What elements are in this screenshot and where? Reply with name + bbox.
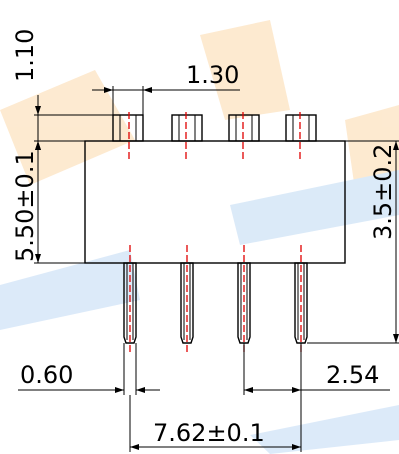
dim-overall-height-label: 3.5±0.2 <box>369 144 397 240</box>
dim-lead-width: 0.60 <box>18 343 160 395</box>
top-pin <box>171 114 203 142</box>
dim-pin-pitch: 2.54 <box>243 343 390 395</box>
bottom-lead <box>123 262 137 344</box>
top-pin <box>228 114 260 142</box>
dim-body-height: 5.50±0.1 <box>11 140 85 264</box>
dim-top-pin-width-label: 1.30 <box>186 61 239 89</box>
dim-body-height-label: 5.50±0.1 <box>11 150 39 262</box>
bottom-lead <box>237 262 251 344</box>
dim-top-lead-height: 1.10 <box>11 29 113 150</box>
top-pins <box>112 114 317 142</box>
dim-pin-pitch-label: 2.54 <box>326 361 379 389</box>
dim-lead-width-label: 0.60 <box>20 361 73 389</box>
dim-overall-height: 3.5±0.2 <box>307 140 399 344</box>
bottom-leads <box>123 262 308 344</box>
dim-row-spacing: 7.62±0.1 <box>129 395 302 452</box>
bottom-lead <box>180 262 194 344</box>
dim-top-pin-width: 1.30 <box>92 61 240 115</box>
dim-top-lead-height-label: 1.10 <box>11 29 39 82</box>
component-body <box>84 140 346 264</box>
top-pin <box>285 114 317 142</box>
centerlines <box>128 112 302 355</box>
watermark <box>0 20 399 454</box>
dim-row-spacing-label: 7.62±0.1 <box>153 419 265 447</box>
top-pin <box>112 114 144 142</box>
bottom-lead <box>294 262 308 344</box>
